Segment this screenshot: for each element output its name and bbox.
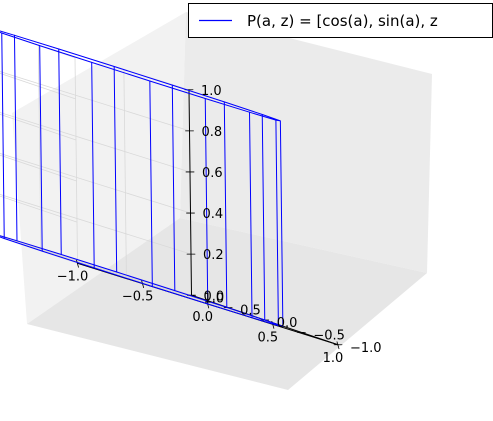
legend: P(a, z) = [cos(a), sin(a), z: [188, 3, 493, 38]
legend-box: [188, 3, 493, 38]
cylinder-vertical-line: [223, 101, 228, 308]
z-tick-label: 0.0: [204, 289, 225, 304]
x-tick-label: 1.0: [323, 351, 344, 366]
z-tick-label: 1.0: [201, 84, 222, 99]
cylinder-vertical-line: [204, 98, 209, 305]
tick-labels: −1.0−0.50.00.51.0−1.0−0.50.00.51.00.00.2…: [57, 84, 382, 366]
cylinder-vertical-line: [13, 34, 18, 242]
x-tick-label: 0.5: [258, 330, 279, 345]
legend-label: P(a, z) = [cos(a), sin(a), z: [247, 12, 438, 30]
z-tick-label: 0.6: [202, 166, 223, 181]
x-tick-label: 0.0: [192, 310, 213, 325]
z-tick-label: 0.2: [203, 248, 224, 263]
left-pane: [12, 12, 186, 324]
back-pane: [180, 12, 432, 273]
x-tick-label: −0.5: [122, 290, 154, 305]
y-tick-label: 0.0: [277, 316, 298, 331]
y-tick-label: −0.5: [313, 328, 345, 343]
grid-line-left-y: [74, 57, 78, 264]
grid-line-back-x: [123, 68, 127, 276]
cylinder-vertical-line: [171, 84, 176, 292]
y-tick-label: 1.0: [204, 291, 225, 306]
grid-line-floor-y: [3, 238, 266, 321]
z-tick-label: 0.4: [203, 207, 224, 222]
cylinder-vertical-line: [58, 48, 62, 255]
z-axis-line: [188, 89, 192, 296]
x-tick-mark: [336, 341, 340, 350]
x-tick-mark: [76, 259, 79, 268]
cylinder-vertical-line: [1, 32, 5, 239]
x-tick-mark: [141, 280, 145, 289]
grid-line-left-y: [37, 44, 42, 252]
cylinder-vertical-line: [149, 80, 153, 288]
cylinder-vertical-line: [39, 45, 43, 252]
cylinder-vertical-line: [113, 65, 118, 273]
x-tick-label: −1.0: [57, 269, 89, 284]
cylinder-vertical-line: [249, 111, 253, 319]
cylinder-vertical-line: [279, 120, 284, 327]
z-tick-label: 0.8: [202, 125, 223, 140]
cylinder-vertical-line: [275, 119, 279, 327]
cylinder-wireframe: [0, 30, 284, 327]
cylinder-vertical-line: [91, 61, 95, 269]
y-tick-label: 0.5: [240, 304, 261, 319]
y-tick-label: −1.0: [350, 341, 382, 356]
cylinder-vertical-line: [261, 114, 266, 321]
